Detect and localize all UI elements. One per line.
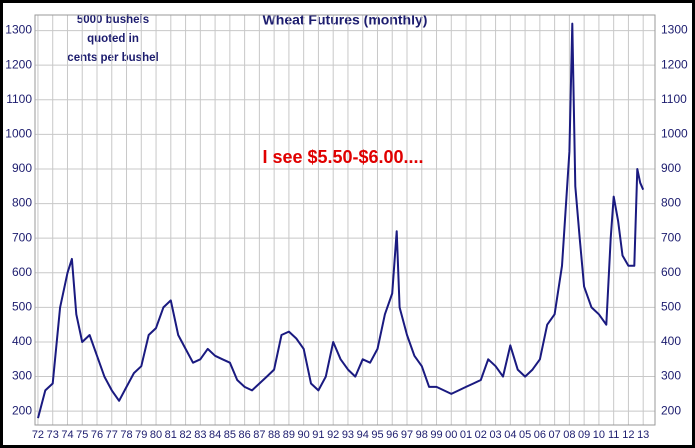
x-tick-label: 87 [253,429,265,441]
y-tick-label-right: 900 [661,161,681,175]
y-tick-label-right: 1100 [661,92,687,106]
x-tick-label: 94 [357,429,369,441]
y-tick-label: 1200 [5,57,32,71]
y-tick-label-right: 200 [661,403,681,417]
x-tick-label: 83 [194,429,206,441]
y-tick-label-right: 400 [661,334,681,348]
y-tick-label: 600 [12,265,32,279]
x-tick-label: 04 [504,429,516,441]
x-tick-label: 78 [120,429,132,441]
x-tick-label: 95 [371,429,383,441]
x-tick-label: 07 [548,429,560,441]
grid [35,15,655,425]
x-tick-label: 77 [106,429,118,441]
x-tick-label: 93 [342,429,354,441]
y-tick-label: 900 [12,161,32,175]
x-tick-label: 00 [445,429,457,441]
x-tick-label: 10 [593,429,605,441]
x-tick-label: 80 [150,429,162,441]
x-tick-label: 13 [637,429,649,441]
x-tick-label: 73 [47,429,59,441]
y-tick-label-right: 700 [661,230,681,244]
x-tick-label: 98 [416,429,428,441]
x-tick-label: 81 [165,429,177,441]
x-tick-label: 91 [312,429,324,441]
y-tick-label: 1300 [5,23,32,37]
y-tick-label-right: 1200 [661,57,688,71]
x-tick-label: 03 [489,429,501,441]
x-tick-label: 05 [519,429,531,441]
x-tick-label: 85 [224,429,236,441]
plot-border [34,14,656,426]
x-tick-label: 88 [268,429,280,441]
note-line: 5000 bushels [77,14,149,26]
x-tick-label: 96 [386,429,398,441]
x-tick-label: 11 [608,429,619,441]
x-tick-label: 92 [327,429,339,441]
x-tick-label: 12 [622,429,634,441]
y-tick-label-right: 600 [661,265,681,279]
y-tick-label: 800 [12,196,32,210]
y-tick-label: 400 [12,334,32,348]
y-tick-label-right: 500 [661,300,681,314]
y-tick-label-right: 1300 [661,23,688,37]
y-tick-label: 1100 [6,92,32,106]
x-tick-label: 82 [179,429,191,441]
y-tick-label: 1000 [5,127,32,141]
y-tick-label: 700 [12,230,32,244]
y-tick-label: 500 [12,300,32,314]
annotation: I see $5.50-$6.00.... [262,147,423,167]
x-tick-label: 72 [32,429,44,441]
x-tick-label: 06 [534,429,546,441]
x-tick-label: 97 [401,429,413,441]
x-tick-label: 01 [460,429,472,441]
y-tick-label: 300 [12,369,32,383]
note-line: cents per bushel [67,52,158,64]
x-tick-label: 79 [135,429,147,441]
x-tick-label: 84 [209,429,221,441]
y-tick-label-right: 1000 [661,127,688,141]
note-line: quoted in [87,33,139,45]
x-tick-label: 75 [76,429,88,441]
x-tick-label: 90 [298,429,310,441]
y-tick-label: 200 [12,403,32,417]
x-tick-label: 08 [563,429,575,441]
y-tick-label-right: 300 [661,369,681,383]
chart: Wheat Futures (monthly) 5000 bushels quo… [5,12,688,441]
x-tick-label: 86 [238,429,250,441]
x-tick-label: 09 [578,429,590,441]
x-tick-label: 89 [283,429,295,441]
x-tick-label: 74 [61,429,73,441]
y-tick-label-right: 800 [661,196,681,210]
chart-title: Wheat Futures (monthly) [263,12,428,28]
x-tick-label: 76 [91,429,103,441]
price-line [37,22,645,419]
x-tick-label: 02 [475,429,487,441]
x-tick-label: 99 [430,429,442,441]
